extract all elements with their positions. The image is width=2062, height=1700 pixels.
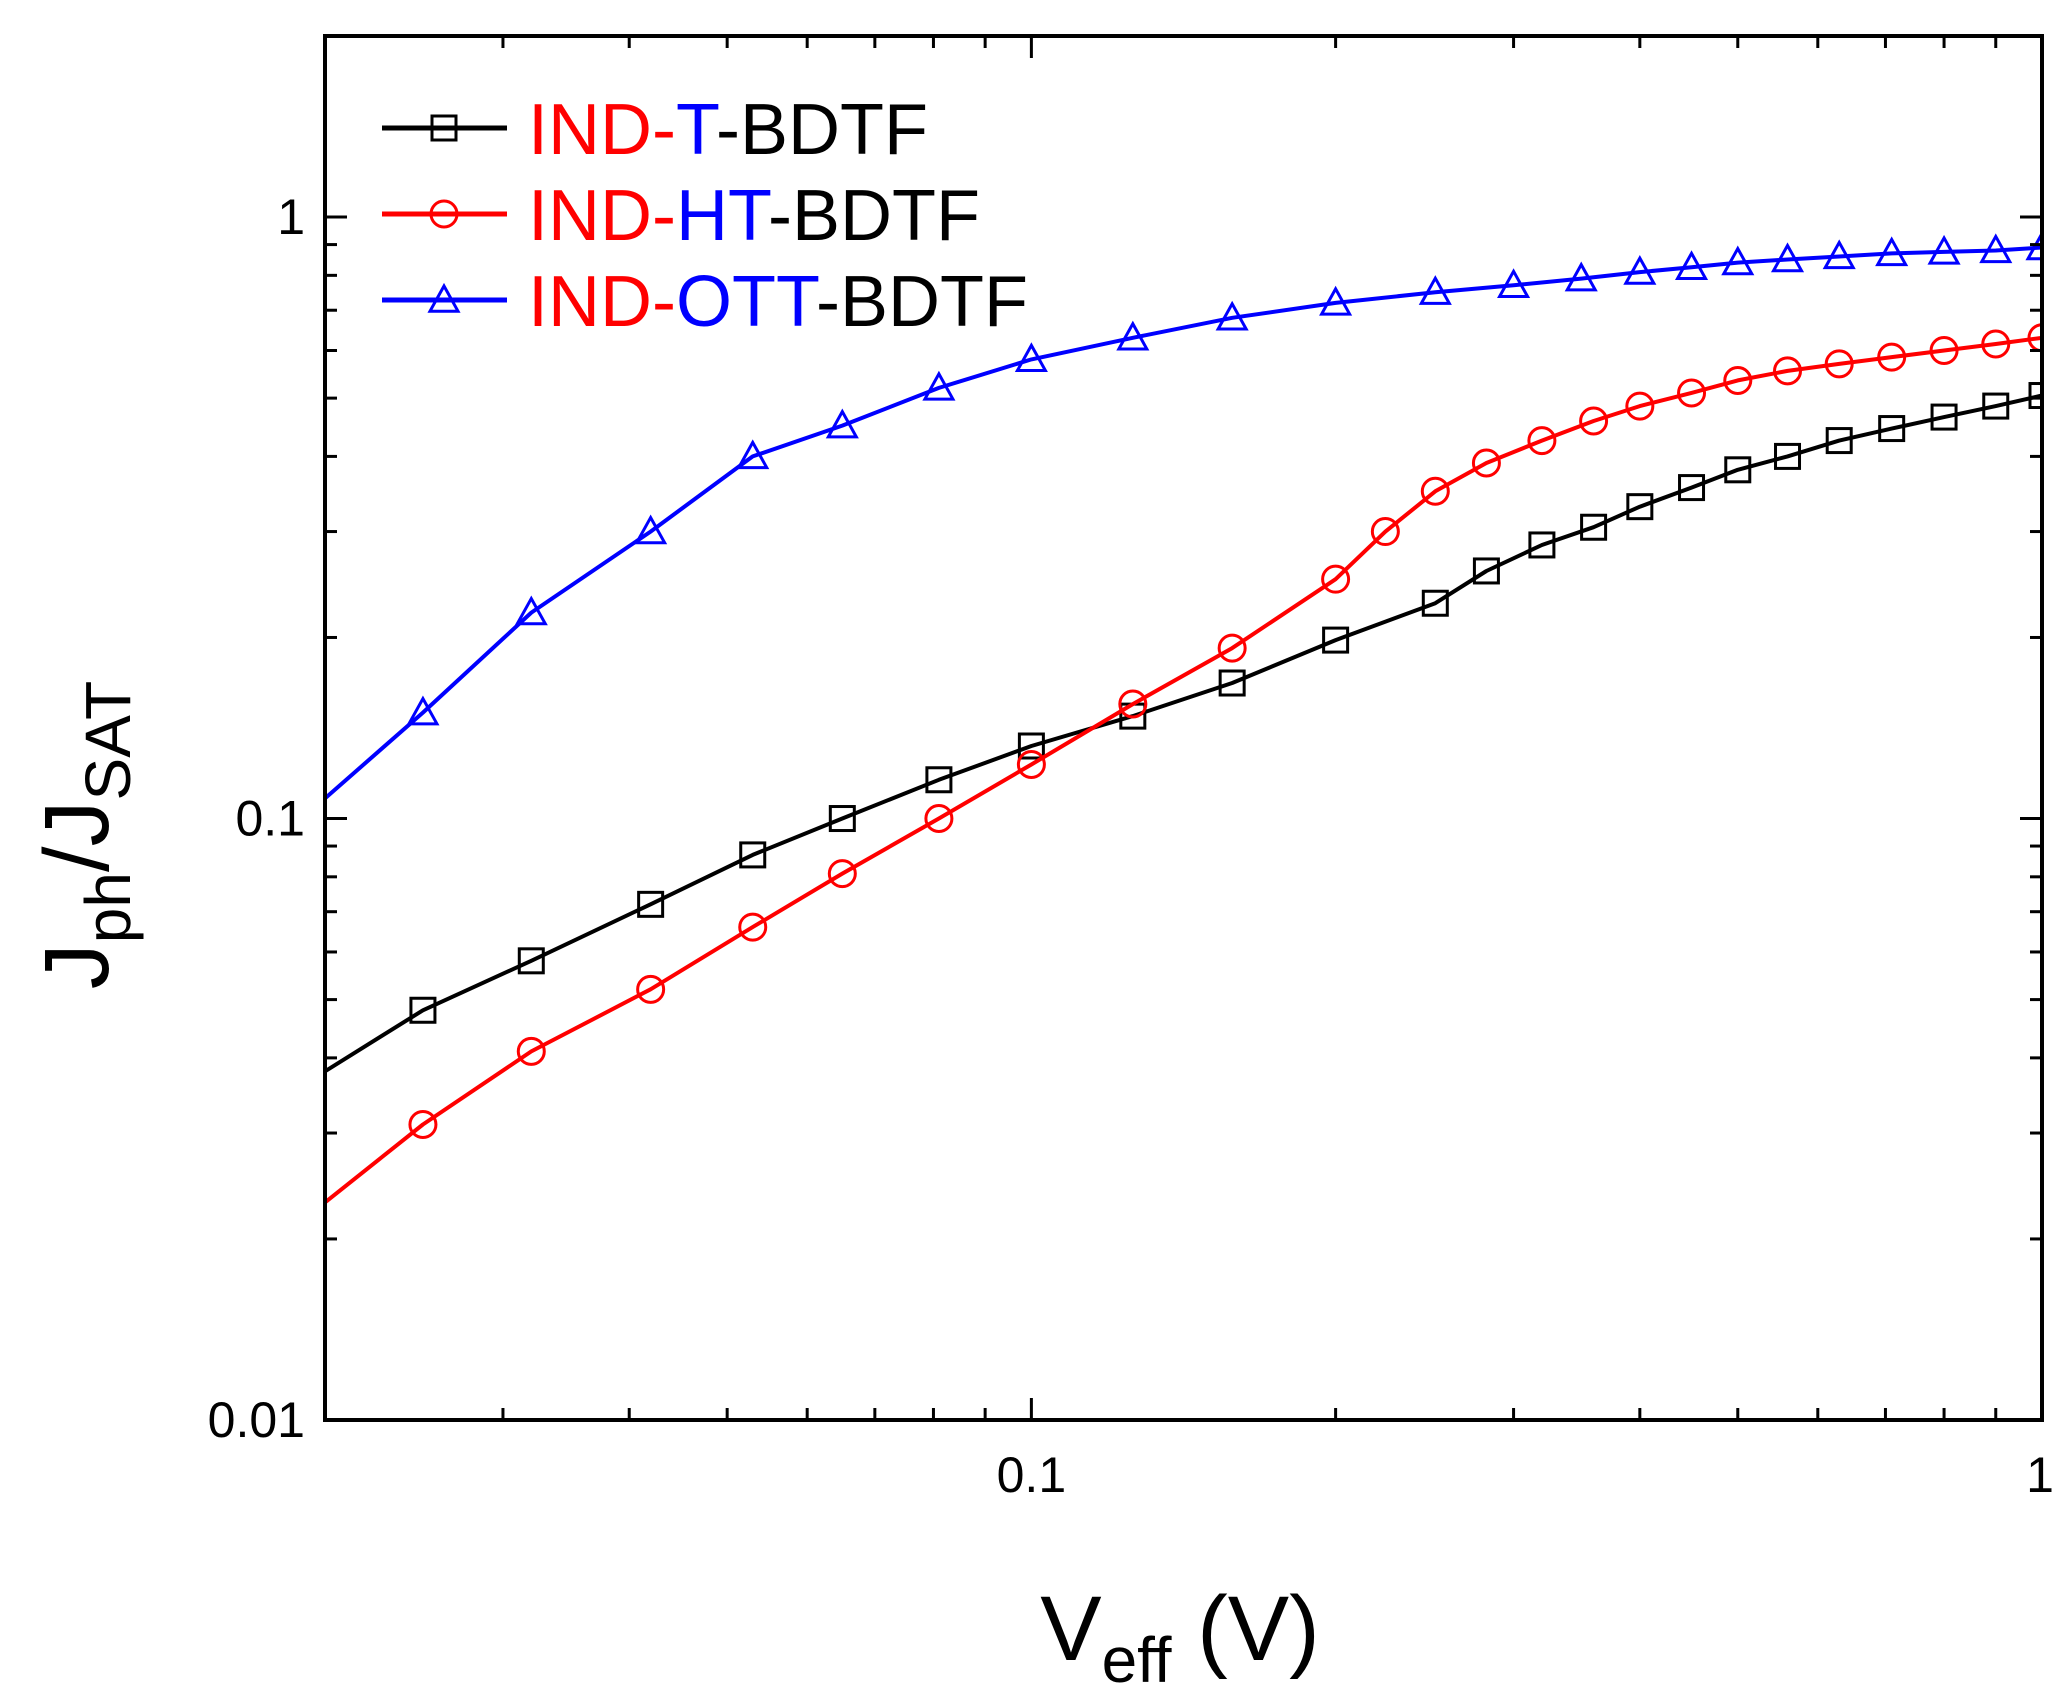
data-point bbox=[1527, 426, 1557, 456]
x-tick-label: 1 bbox=[2026, 1447, 2054, 1503]
data-point bbox=[1825, 427, 1853, 455]
data-point bbox=[1770, 242, 1805, 273]
data-point bbox=[1017, 732, 1045, 760]
plot-frame bbox=[323, 34, 2044, 1422]
data-point bbox=[1116, 320, 1150, 351]
data-point bbox=[406, 695, 440, 726]
data-point bbox=[1625, 391, 1655, 421]
data-point bbox=[1677, 378, 1707, 408]
data-point bbox=[636, 974, 666, 1004]
data-point bbox=[924, 804, 954, 834]
data-point bbox=[738, 912, 768, 942]
series-line bbox=[325, 335, 2042, 1204]
data-point bbox=[1319, 285, 1353, 316]
data-point bbox=[1421, 589, 1449, 617]
data-point bbox=[1215, 300, 1249, 331]
legend-label: IND-HT-BDTF bbox=[528, 176, 980, 256]
data-point bbox=[1579, 406, 1609, 436]
data-point bbox=[736, 439, 770, 470]
axes-layer: 0.1 1 0.01 0.1 1 bbox=[208, 34, 2054, 1503]
legend-marker-circle bbox=[429, 199, 459, 229]
data-point bbox=[1930, 403, 1958, 431]
data-point bbox=[516, 1036, 546, 1066]
data-point bbox=[1471, 448, 1501, 478]
data-point bbox=[739, 841, 767, 869]
data-point bbox=[1674, 250, 1709, 281]
data-point bbox=[514, 595, 548, 626]
data-point bbox=[1721, 245, 1755, 276]
data-point bbox=[2027, 323, 2042, 353]
data-point bbox=[1723, 365, 1753, 395]
data-point bbox=[1927, 234, 1961, 265]
y-tick-label: 0.1 bbox=[235, 791, 305, 847]
data-point bbox=[1982, 392, 2010, 420]
data-point bbox=[634, 514, 668, 545]
series-layer bbox=[325, 230, 2042, 1204]
data-point bbox=[1822, 239, 1856, 270]
data-point bbox=[1370, 517, 1400, 547]
data-point bbox=[925, 766, 953, 794]
data-point bbox=[2028, 382, 2042, 410]
legend-label: IND-T-BDTF bbox=[528, 90, 928, 170]
data-point bbox=[1875, 236, 1909, 267]
data-point bbox=[827, 859, 857, 889]
data-point bbox=[1878, 415, 1906, 443]
data-point bbox=[1218, 669, 1246, 697]
data-point bbox=[1724, 456, 1752, 484]
series-square bbox=[325, 382, 2042, 1073]
series-circle bbox=[325, 323, 2042, 1204]
legend-marker-triangle bbox=[427, 282, 461, 313]
legend-item: IND-T-BDTF bbox=[382, 90, 928, 170]
legend-item: IND-HT-BDTF bbox=[382, 176, 980, 256]
y-tick-label: 0.01 bbox=[208, 1392, 305, 1448]
legend-label: IND-OTT-BDTF bbox=[528, 262, 1028, 342]
data-point bbox=[1472, 557, 1500, 585]
data-point bbox=[1773, 356, 1803, 386]
data-point bbox=[1217, 633, 1247, 663]
data-point bbox=[517, 947, 545, 975]
x-axis-title: Veff (V) bbox=[1040, 1578, 1320, 1696]
data-point bbox=[1626, 493, 1654, 521]
series-line bbox=[325, 393, 2042, 1073]
data-point bbox=[1979, 233, 2013, 264]
data-point bbox=[1322, 626, 1350, 654]
y-axis-title: Jph/JSAT bbox=[26, 681, 144, 989]
series-line bbox=[325, 245, 2042, 800]
series-triangle bbox=[325, 230, 2042, 800]
data-point bbox=[1877, 342, 1907, 372]
data-point bbox=[1014, 342, 1048, 373]
data-point bbox=[1497, 268, 1531, 299]
data-point bbox=[1528, 531, 1556, 559]
data-point bbox=[1824, 349, 1854, 379]
data-point bbox=[1678, 474, 1706, 502]
data-point bbox=[1564, 261, 1598, 292]
y-tick-label: 1 bbox=[277, 189, 305, 245]
data-point bbox=[1016, 749, 1046, 779]
legend-item: IND-OTT-BDTF bbox=[382, 262, 1028, 342]
data-point bbox=[828, 805, 856, 833]
data-point bbox=[1981, 329, 2011, 359]
data-point bbox=[1420, 476, 1450, 506]
x-tick-label: 0.1 bbox=[997, 1447, 1067, 1503]
data-point bbox=[1321, 564, 1351, 594]
data-point bbox=[1929, 335, 1959, 365]
data-point bbox=[922, 370, 956, 401]
data-point bbox=[2025, 230, 2042, 261]
data-point bbox=[825, 408, 859, 439]
data-point bbox=[1580, 513, 1608, 541]
data-point bbox=[637, 890, 665, 918]
data-point bbox=[1418, 275, 1452, 305]
data-point bbox=[1623, 255, 1657, 285]
legend-marker-square bbox=[430, 114, 458, 142]
data-point bbox=[1118, 689, 1148, 719]
data-point bbox=[408, 1109, 438, 1139]
data-point bbox=[409, 996, 437, 1024]
data-point bbox=[1774, 442, 1802, 470]
